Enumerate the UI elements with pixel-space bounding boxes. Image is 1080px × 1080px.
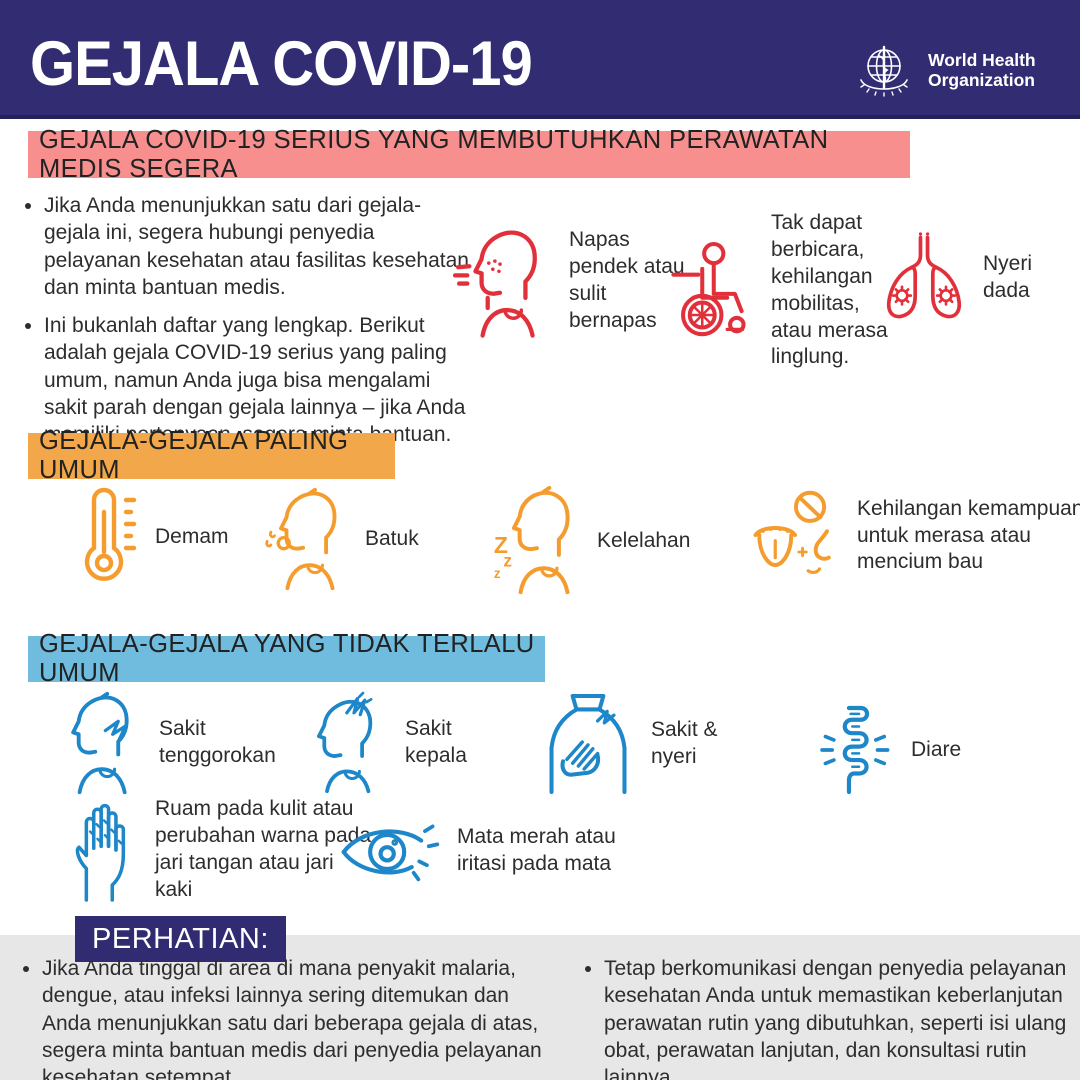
symptom-skin-rash: Ruam pada kulit atau perubahan warna pad… xyxy=(66,796,375,904)
fatigued-person-icon: Z z z xyxy=(486,486,582,596)
symptom-breathless: Napas pendek atau sulit bernapas xyxy=(452,222,687,340)
lungs-virus-icon xyxy=(880,232,968,324)
footer-bullet-list-right: Tetap berkomunikasi dengan penyedia pela… xyxy=(582,955,1080,1080)
symptom-label: Diare xyxy=(911,737,962,761)
less-common-section-banner: GEJALA-GEJALA YANG TIDAK TERLALU UMUM xyxy=(28,630,545,687)
headache-icon xyxy=(300,690,390,796)
who-logo: World Health Organization xyxy=(852,38,1036,102)
symptom-label: Napas pendek atau sulit bernapas xyxy=(569,228,685,332)
symptom-cough: Batuk xyxy=(258,484,435,594)
who-emblem-icon xyxy=(852,38,916,102)
hand-rash-icon xyxy=(66,798,140,902)
footer-bullet-list-left: Jika Anda tinggal di area di mana penyak… xyxy=(20,955,562,1080)
aches-pain-icon xyxy=(540,692,636,796)
symptom-label: Sakit & nyeri xyxy=(651,718,718,768)
symptom-red-eye: Mata merah atau iritasi pada mata xyxy=(338,814,635,888)
thermometer-icon xyxy=(68,486,140,588)
symptom-aches-pain: Sakit & nyeri xyxy=(540,692,733,796)
svg-text:Z: Z xyxy=(494,532,508,558)
common-section-banner: GEJALA-GEJALA PALING UMUM xyxy=(28,427,395,484)
symptom-diarrhea: Diare xyxy=(812,702,981,798)
intestine-icon xyxy=(812,702,896,798)
symptom-sore-throat: Sakit tenggorokan xyxy=(52,690,291,796)
header-bar: GEJALA COVID-19 World Health Organizatio… xyxy=(0,0,1080,119)
serious-bullet-list: Jika Anda menunjukkan satu dari gejala-g… xyxy=(22,192,474,460)
red-eye-icon xyxy=(338,814,442,888)
serious-section-banner: GEJALA COVID-19 SERIUS YANG MEMBUTUHKAN … xyxy=(28,126,910,183)
serious-bullet: Jika Anda menunjukkan satu dari gejala-g… xyxy=(44,192,474,301)
loss-of-taste-smell-icon xyxy=(748,486,842,586)
symptom-label: Kelelahan xyxy=(597,528,691,552)
symptom-fatigue: Z z z Kelelahan xyxy=(486,486,702,596)
symptom-loss-taste-smell: Kehilangan kemampuan untuk merasa atau m… xyxy=(748,486,1080,586)
symptom-label: Sakit tenggorokan xyxy=(159,717,276,767)
coughing-person-icon xyxy=(258,484,350,594)
footer-bullet: Jika Anda tinggal di area di mana penyak… xyxy=(42,955,562,1080)
sore-throat-icon xyxy=(52,690,144,796)
symptom-label: Nyeri dada xyxy=(983,252,1033,302)
symptom-label: Kehilangan kemampuan untuk merasa atau m… xyxy=(857,496,1080,574)
wheelchair-icon xyxy=(660,236,756,346)
page-title: GEJALA COVID-19 xyxy=(30,29,533,100)
symptom-label: Sakit kepala xyxy=(405,717,467,767)
svg-text:z: z xyxy=(494,566,501,581)
symptom-label: Demam xyxy=(155,524,229,548)
symptom-label: Batuk xyxy=(365,526,419,550)
breathless-person-icon xyxy=(452,222,554,340)
symptom-label: Ruam pada kulit atau perubahan warna pad… xyxy=(155,797,372,901)
symptom-label: Mata merah atau iritasi pada mata xyxy=(457,825,616,875)
symptom-headache: Sakit kepala xyxy=(300,690,505,796)
attention-banner: PERHATIAN: xyxy=(75,916,286,962)
footer-bullet: Tetap berkomunikasi dengan penyedia pela… xyxy=(604,955,1080,1080)
symptom-immobility: Tak dapat berbicara, kehilangan mobilita… xyxy=(660,210,893,371)
symptom-fever: Demam xyxy=(68,486,245,588)
symptom-label: Tak dapat berbicara, kehilangan mobilita… xyxy=(771,211,888,369)
symptom-chest-pain: Nyeri dada xyxy=(880,232,1058,324)
svg-text:z: z xyxy=(503,550,512,570)
who-text: World Health Organization xyxy=(928,49,1036,90)
